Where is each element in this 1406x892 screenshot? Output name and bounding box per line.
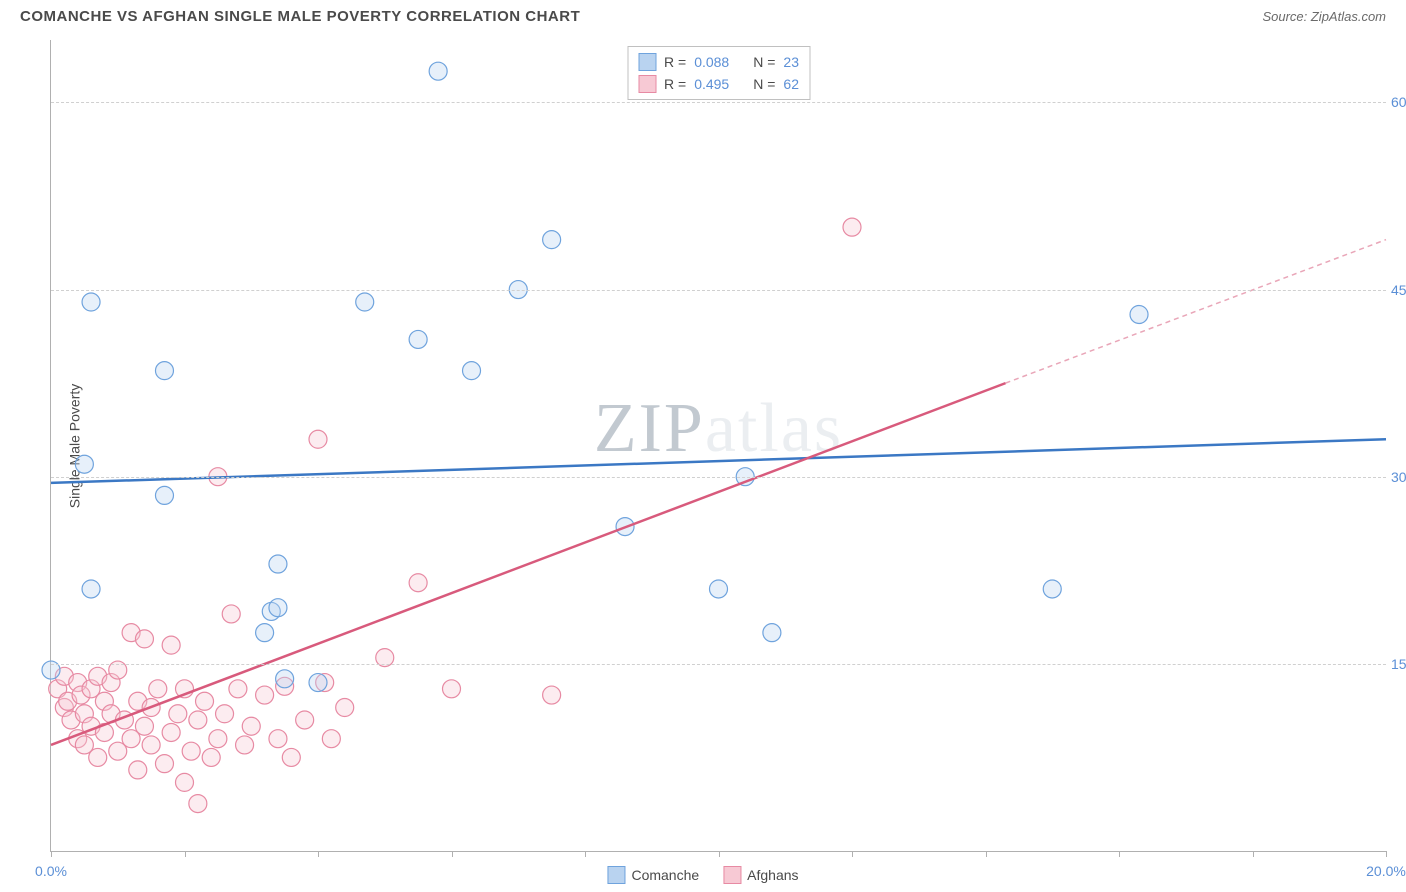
data-point bbox=[763, 624, 781, 642]
chart-title: COMANCHE VS AFGHAN SINGLE MALE POVERTY C… bbox=[20, 8, 580, 25]
data-point bbox=[189, 795, 207, 813]
data-point bbox=[82, 293, 100, 311]
data-point bbox=[256, 686, 274, 704]
data-point bbox=[155, 362, 173, 380]
data-point bbox=[322, 730, 340, 748]
data-point bbox=[282, 748, 300, 766]
gridline bbox=[51, 664, 1386, 665]
data-point bbox=[142, 736, 160, 754]
data-point bbox=[843, 218, 861, 236]
data-point bbox=[269, 599, 287, 617]
data-point bbox=[162, 636, 180, 654]
legend-correlation: R = 0.088 N = 23 R = 0.495 N = 62 bbox=[627, 46, 810, 100]
n-label: N = bbox=[753, 76, 775, 92]
r-value: 0.088 bbox=[694, 54, 729, 70]
data-point bbox=[269, 555, 287, 573]
data-point bbox=[256, 624, 274, 642]
r-value: 0.495 bbox=[694, 76, 729, 92]
plot-svg bbox=[51, 40, 1386, 851]
n-label: N = bbox=[753, 54, 775, 70]
ytick-label: 60.0% bbox=[1391, 94, 1406, 110]
data-point bbox=[155, 486, 173, 504]
data-point bbox=[409, 574, 427, 592]
data-point bbox=[463, 362, 481, 380]
legend-row-comanche: R = 0.088 N = 23 bbox=[638, 51, 799, 73]
data-point bbox=[336, 699, 354, 717]
chart-area: ZIPatlas R = 0.088 N = 23 R = 0.495 N = … bbox=[50, 40, 1386, 852]
data-point bbox=[309, 430, 327, 448]
trend-line bbox=[51, 383, 1006, 745]
xtick-label: 20.0% bbox=[1366, 863, 1406, 879]
data-point bbox=[89, 748, 107, 766]
data-point bbox=[209, 730, 227, 748]
swatch-comanche bbox=[638, 53, 656, 71]
xtick bbox=[452, 851, 453, 857]
data-point bbox=[135, 630, 153, 648]
data-point bbox=[202, 748, 220, 766]
swatch-comanche-icon bbox=[607, 866, 625, 884]
data-point bbox=[296, 711, 314, 729]
r-label: R = bbox=[664, 76, 686, 92]
data-point bbox=[242, 717, 260, 735]
ytick-label: 30.0% bbox=[1391, 469, 1406, 485]
data-point bbox=[176, 773, 194, 791]
gridline bbox=[51, 477, 1386, 478]
trend-line bbox=[1006, 240, 1386, 383]
swatch-afghans bbox=[638, 75, 656, 93]
data-point bbox=[269, 730, 287, 748]
data-point bbox=[1130, 305, 1148, 323]
legend-series: Comanche Afghans bbox=[607, 866, 798, 884]
xtick-label: 0.0% bbox=[35, 863, 67, 879]
legend-item-comanche: Comanche bbox=[607, 866, 699, 884]
r-label: R = bbox=[664, 54, 686, 70]
n-value: 23 bbox=[783, 54, 799, 70]
xtick bbox=[1119, 851, 1120, 857]
data-point bbox=[189, 711, 207, 729]
xtick bbox=[185, 851, 186, 857]
data-point bbox=[429, 62, 447, 80]
data-point bbox=[443, 680, 461, 698]
ytick-label: 15.0% bbox=[1391, 656, 1406, 672]
legend-label: Comanche bbox=[631, 867, 699, 883]
data-point bbox=[162, 723, 180, 741]
legend-label: Afghans bbox=[747, 867, 798, 883]
data-point bbox=[229, 680, 247, 698]
data-point bbox=[169, 705, 187, 723]
n-value: 62 bbox=[783, 76, 799, 92]
data-point bbox=[222, 605, 240, 623]
data-point bbox=[129, 761, 147, 779]
data-point bbox=[710, 580, 728, 598]
data-point bbox=[236, 736, 254, 754]
data-point bbox=[309, 674, 327, 692]
legend-item-afghans: Afghans bbox=[723, 866, 798, 884]
data-point bbox=[216, 705, 234, 723]
xtick bbox=[51, 851, 52, 857]
data-point bbox=[276, 670, 294, 688]
data-point bbox=[356, 293, 374, 311]
xtick bbox=[1386, 851, 1387, 857]
data-point bbox=[409, 330, 427, 348]
xtick bbox=[1253, 851, 1254, 857]
xtick bbox=[852, 851, 853, 857]
source-label: Source: ZipAtlas.com bbox=[1262, 9, 1386, 24]
data-point bbox=[543, 231, 561, 249]
data-point bbox=[543, 686, 561, 704]
xtick bbox=[986, 851, 987, 857]
data-point bbox=[1043, 580, 1061, 598]
data-point bbox=[135, 717, 153, 735]
gridline bbox=[51, 290, 1386, 291]
data-point bbox=[82, 580, 100, 598]
data-point bbox=[182, 742, 200, 760]
swatch-afghans-icon bbox=[723, 866, 741, 884]
data-point bbox=[155, 755, 173, 773]
data-point bbox=[149, 680, 167, 698]
gridline bbox=[51, 102, 1386, 103]
data-point bbox=[196, 692, 214, 710]
xtick bbox=[719, 851, 720, 857]
xtick bbox=[318, 851, 319, 857]
legend-row-afghans: R = 0.495 N = 62 bbox=[638, 73, 799, 95]
data-point bbox=[75, 455, 93, 473]
xtick bbox=[585, 851, 586, 857]
ytick-label: 45.0% bbox=[1391, 282, 1406, 298]
